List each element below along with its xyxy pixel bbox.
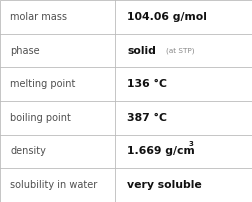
Text: 1.669 g/cm: 1.669 g/cm [127, 146, 195, 157]
Text: 3: 3 [189, 141, 194, 147]
Text: 136 °C: 136 °C [127, 79, 167, 89]
Text: molar mass: molar mass [10, 12, 67, 22]
Text: very soluble: very soluble [127, 180, 202, 190]
Text: solid: solid [127, 45, 156, 56]
Text: phase: phase [10, 45, 40, 56]
Text: (at STP): (at STP) [166, 47, 195, 54]
Text: solubility in water: solubility in water [10, 180, 97, 190]
Text: melting point: melting point [10, 79, 75, 89]
Text: 104.06 g/mol: 104.06 g/mol [127, 12, 207, 22]
Text: boiling point: boiling point [10, 113, 71, 123]
Text: density: density [10, 146, 46, 157]
Text: 387 °C: 387 °C [127, 113, 167, 123]
